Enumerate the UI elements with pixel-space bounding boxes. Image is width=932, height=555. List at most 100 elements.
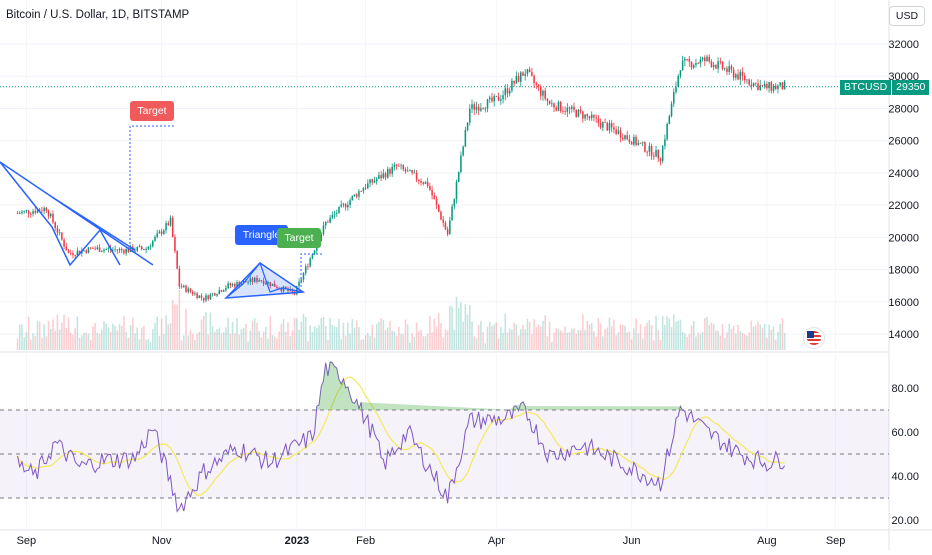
volume-bar — [298, 329, 300, 350]
candle-body — [187, 288, 190, 292]
volume-bar — [537, 324, 540, 350]
candle-body — [759, 85, 762, 90]
volume-bar — [449, 305, 451, 350]
volume-bar — [568, 331, 571, 350]
candle-body — [262, 280, 265, 285]
candle-body — [225, 287, 227, 291]
volume-bar — [25, 332, 28, 350]
volume-bar — [653, 340, 655, 350]
candle-body — [653, 155, 655, 157]
volume-bar — [584, 330, 586, 350]
candle-body — [120, 248, 123, 251]
candle-body — [690, 61, 693, 68]
candle-body — [646, 151, 648, 153]
candle-body — [151, 240, 154, 247]
candle-body — [464, 130, 467, 147]
candle-body — [659, 158, 662, 161]
volume-bar — [677, 320, 679, 350]
volume-bar — [763, 323, 766, 350]
volume-bar — [555, 328, 558, 350]
candle-body — [247, 281, 249, 283]
volume-bar — [147, 339, 150, 350]
volume-bar — [515, 324, 518, 350]
candle-body — [163, 230, 165, 234]
candle-body — [579, 109, 582, 112]
candle-body — [136, 247, 139, 251]
volume-bar — [191, 333, 194, 350]
candle-body — [367, 183, 369, 189]
volume-bar — [659, 340, 662, 350]
candle-body — [506, 88, 509, 94]
volume-bar — [586, 320, 589, 350]
volume-bar — [63, 314, 65, 350]
volume-bar — [444, 329, 447, 350]
candle-body — [413, 172, 416, 174]
candle-body — [615, 129, 617, 134]
candle-body — [402, 165, 405, 170]
target-red-dotted — [129, 125, 176, 248]
time-tick-label: Apr — [488, 535, 505, 547]
candle-body — [198, 295, 201, 298]
volume-bar — [251, 321, 254, 350]
candle-body — [524, 73, 527, 76]
candle-body — [92, 248, 94, 250]
volume-bar — [535, 327, 538, 350]
candle-body — [395, 164, 398, 166]
volume-bar — [287, 322, 289, 350]
candle-body — [311, 254, 314, 259]
price-tick-label: 24000 — [888, 168, 919, 180]
candle-body — [25, 210, 28, 212]
price-tick-label: 14000 — [888, 329, 919, 341]
volume-bar — [741, 333, 744, 350]
volume-bar — [238, 334, 241, 350]
volume-bar — [772, 326, 775, 350]
candle-body — [355, 194, 358, 197]
candle-body — [218, 290, 221, 295]
candle-body — [76, 250, 79, 256]
candle-body — [641, 142, 644, 144]
currency-button[interactable]: USD — [889, 6, 925, 26]
candle-body — [116, 249, 119, 251]
volume-bar — [176, 304, 178, 350]
candle-body — [16, 213, 19, 214]
volume-bar — [579, 330, 582, 350]
candle-body — [446, 229, 449, 235]
candle-body — [542, 90, 544, 96]
candle-body — [657, 150, 660, 159]
candle-body — [369, 179, 371, 184]
candle-body — [613, 127, 615, 130]
volume-bar — [761, 327, 764, 350]
candle-body — [338, 206, 340, 214]
volume-bar — [158, 335, 161, 350]
volume-bar — [402, 334, 405, 350]
candle-body — [171, 217, 174, 237]
candle-body — [300, 279, 303, 282]
candle-body — [386, 168, 389, 178]
candle-body — [180, 286, 183, 288]
volume-bar — [504, 314, 507, 350]
candle-body — [692, 65, 695, 68]
candle-body — [697, 63, 699, 64]
candle-body — [460, 155, 462, 172]
volume-bar — [531, 333, 533, 350]
us-flag-icon[interactable] — [803, 327, 825, 349]
candle-body — [280, 288, 283, 292]
volume-bar — [304, 316, 307, 350]
volume-bar — [198, 331, 201, 350]
volume-bar — [544, 315, 546, 350]
volume-bar — [196, 333, 198, 350]
volume-bar — [630, 339, 633, 350]
volume-bar — [644, 326, 646, 350]
candle-body — [630, 141, 633, 145]
candle-body — [287, 288, 289, 291]
candle-body — [404, 169, 407, 172]
candle-body — [624, 135, 626, 140]
volume-bar — [389, 321, 391, 350]
volume-bar — [435, 326, 438, 350]
volume-bar — [679, 319, 682, 350]
volume-bar — [249, 330, 252, 350]
volume-bar — [508, 328, 511, 350]
volume-bar — [386, 327, 389, 350]
